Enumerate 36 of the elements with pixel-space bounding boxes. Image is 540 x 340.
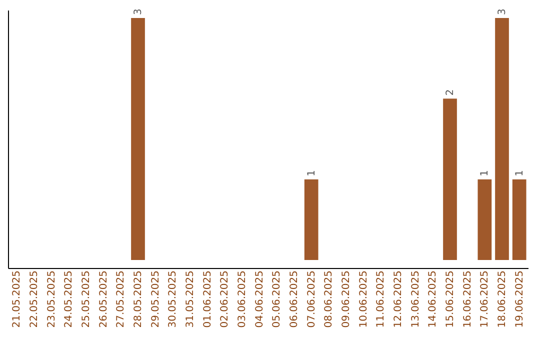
x-tick-label: 04.06.2025 bbox=[254, 270, 266, 328]
data-label: 1 bbox=[306, 170, 318, 176]
x-tick-label: 05.06.2025 bbox=[272, 270, 283, 328]
x-tick-label: 03.06.2025 bbox=[237, 270, 248, 328]
data-label: 3 bbox=[497, 8, 508, 15]
x-tick-label: 07.06.2025 bbox=[306, 270, 318, 328]
x-tick-label: 19.06.2025 bbox=[514, 270, 526, 328]
x-tick-label: 27.05.2025 bbox=[116, 270, 127, 328]
x-tick-label: 28.05.2025 bbox=[133, 270, 144, 328]
x-tick-label: 25.05.2025 bbox=[81, 270, 92, 328]
x-tick-label: 21.05.2025 bbox=[12, 270, 23, 328]
x-tick-label: 23.05.2025 bbox=[46, 270, 58, 328]
data-label: 3 bbox=[133, 8, 144, 15]
x-tick-label: 30.05.2025 bbox=[168, 270, 179, 328]
x-tick-label: 10.06.2025 bbox=[358, 270, 370, 328]
x-tick-label: 18.06.2025 bbox=[497, 270, 508, 328]
x-tick-label: 15.06.2025 bbox=[445, 270, 456, 328]
x-tick-label: 17.06.2025 bbox=[480, 270, 491, 328]
data-label: 1 bbox=[480, 170, 491, 176]
x-tick-label: 01.06.2025 bbox=[202, 270, 214, 328]
x-tick-label: 09.06.2025 bbox=[341, 270, 352, 328]
x-tick-label: 24.05.2025 bbox=[64, 270, 75, 328]
data-label: 2 bbox=[445, 89, 456, 96]
x-tick-label: 08.06.2025 bbox=[324, 270, 335, 328]
x-tick-label: 22.05.2025 bbox=[29, 270, 40, 328]
x-tick-label: 02.06.2025 bbox=[220, 270, 231, 328]
x-tick-label: 13.06.2025 bbox=[410, 270, 422, 328]
x-tick-label: 14.06.2025 bbox=[428, 270, 439, 328]
x-tick-label: 29.05.2025 bbox=[150, 270, 162, 328]
x-tick-label: 26.05.2025 bbox=[98, 270, 110, 328]
x-tick-label: 11.06.2025 bbox=[376, 270, 387, 328]
x-tick-label: 12.06.2025 bbox=[393, 270, 404, 328]
x-tick-label: 31.05.2025 bbox=[185, 270, 196, 328]
x-tick-label: 06.06.2025 bbox=[289, 270, 300, 328]
x-tick-label: 16.06.2025 bbox=[462, 270, 474, 328]
data-label: 1 bbox=[514, 170, 526, 176]
